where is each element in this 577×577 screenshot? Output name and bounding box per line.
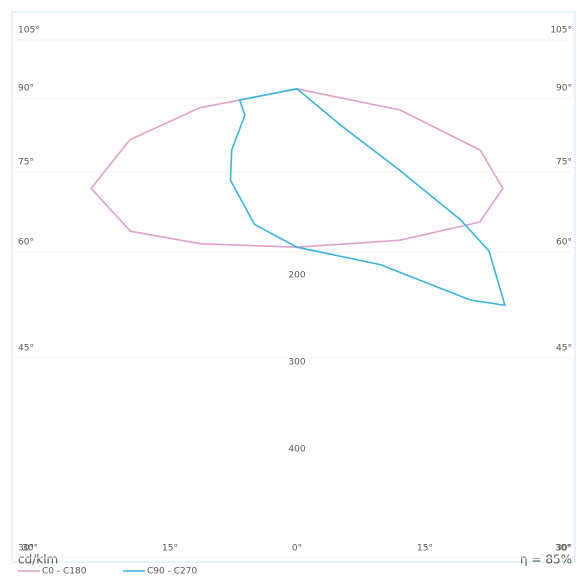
angle-label-left: 45° xyxy=(18,344,34,354)
unit-label: cd/klm xyxy=(18,553,58,567)
angle-label-right: 60° xyxy=(556,238,572,248)
legend-label: C90 - C270 xyxy=(147,567,197,577)
r-tick-label: 200 xyxy=(288,271,305,281)
angle-label-right: 105° xyxy=(550,26,572,36)
angle-label-left: 90° xyxy=(18,84,34,94)
angle-label-left: 30° xyxy=(18,544,34,554)
efficiency: η = 85% xyxy=(520,553,572,567)
angle-label-bottom: 0° xyxy=(292,544,302,554)
angle-label-bottom: 30° xyxy=(555,544,571,554)
curve xyxy=(90,88,504,249)
angle-label-right: 45° xyxy=(556,344,572,354)
angle-label-right: 75° xyxy=(556,158,572,168)
r-tick-label: 400 xyxy=(288,445,305,455)
angle-label-bottom: 15° xyxy=(417,544,433,554)
angle-label-bottom: 30° xyxy=(22,544,38,554)
curve xyxy=(229,88,507,307)
angle-label-left: 75° xyxy=(18,158,34,168)
angle-label-right: 90° xyxy=(556,84,572,94)
r-tick-label: 300 xyxy=(288,358,305,368)
angle-label-bottom: 15° xyxy=(162,544,178,554)
angle-label-left: 105° xyxy=(18,26,40,36)
frame xyxy=(11,11,576,563)
legend-label: C0 - C180 xyxy=(42,567,87,577)
angle-label-right: 30° xyxy=(556,544,572,554)
angle-label-left: 60° xyxy=(18,238,34,248)
